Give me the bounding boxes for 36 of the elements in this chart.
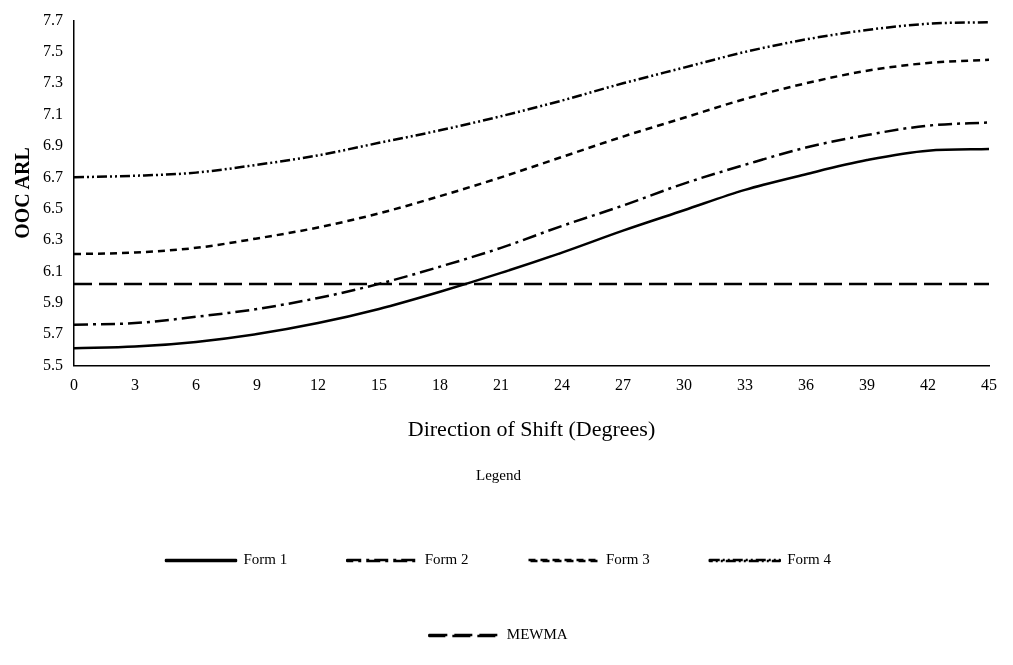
y-tick-label: 6.1	[43, 261, 63, 279]
y-tick-label: 5.9	[43, 292, 63, 310]
x-tick-label: 24	[554, 376, 570, 394]
y-tick-label: 7.3	[43, 73, 63, 91]
legend-label: MEWMA	[506, 626, 568, 643]
x-tick-label: 12	[310, 376, 326, 394]
legend-label: Form 3	[606, 551, 650, 568]
x-tick-label: 9	[253, 376, 261, 394]
x-tick-label: 36	[798, 376, 814, 394]
x-tick-label: 39	[859, 376, 875, 394]
x-tick-label: 45	[981, 376, 997, 394]
legend-title: Legend	[476, 467, 522, 484]
y-tick-label: 7.7	[43, 10, 63, 28]
x-tick-label: 33	[737, 376, 753, 394]
y-tick-label: 6.3	[43, 230, 63, 248]
x-tick-label: 3	[131, 376, 139, 394]
x-tick-label: 0	[70, 376, 78, 394]
legend-label: Form 4	[787, 551, 832, 568]
x-tick-label: 42	[920, 376, 936, 394]
legend-label: Form 1	[243, 551, 288, 568]
y-tick-label: 6.5	[43, 198, 63, 216]
x-tick-label: 15	[371, 376, 387, 394]
y-tick-label: 7.1	[43, 104, 63, 122]
x-axis-title: Direction of Shift (Degrees)	[407, 415, 656, 441]
y-tick-label: 6.7	[43, 167, 63, 185]
x-tick-label: 6	[192, 376, 200, 394]
legend-label: Form 2	[424, 551, 469, 568]
y-axis-title: OOC ARL	[11, 147, 34, 239]
x-tick-label: 21	[493, 376, 509, 394]
y-tick-label: 6.9	[43, 136, 63, 154]
x-tick-label: 30	[676, 376, 692, 394]
y-tick-label: 7.5	[43, 42, 63, 60]
x-tick-label: 27	[615, 376, 631, 394]
y-tick-label: 5.7	[43, 324, 63, 342]
x-tick-label: 18	[432, 376, 448, 394]
y-tick-label: 5.5	[43, 355, 63, 373]
